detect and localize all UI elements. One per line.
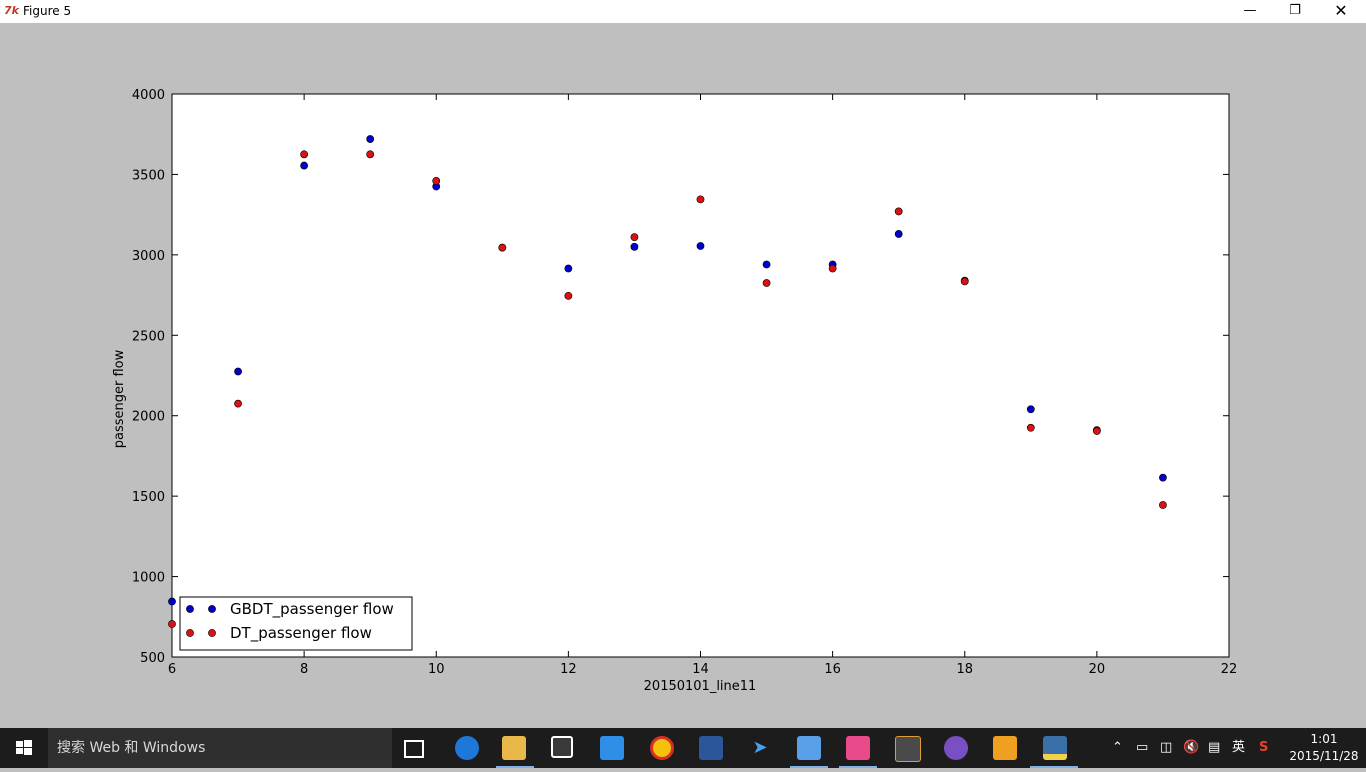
python-icon[interactable]	[1043, 736, 1067, 760]
plot-area	[171, 93, 1230, 658]
dt-point	[762, 279, 771, 287]
tk-feather-icon: 7k	[4, 4, 19, 17]
dt-point	[894, 207, 903, 216]
dt-point	[1159, 501, 1167, 509]
sublime-text-icon[interactable]	[895, 736, 921, 762]
dt-point	[828, 264, 837, 273]
store-icon[interactable]	[551, 736, 573, 758]
bird-app-icon[interactable]: ➤	[748, 736, 772, 760]
python-running-indicator	[1030, 766, 1078, 768]
clock-date: 2015/11/28	[1289, 749, 1359, 763]
x-tick-label: 14	[692, 662, 709, 677]
dt-point	[366, 150, 375, 159]
title-bar: 7k Figure 5 — ❐ ✕	[0, 0, 1366, 23]
gbdt-point	[168, 597, 176, 606]
x-axis: 6 8 10 12 14 16 18 20 22	[168, 94, 1237, 677]
battery-icon[interactable]: ▭	[1136, 740, 1149, 755]
gbdt-point	[630, 242, 639, 251]
x-tick-label: 16	[824, 662, 841, 677]
dt-point	[696, 195, 705, 204]
pdf-app-icon[interactable]	[846, 736, 870, 760]
x-tick-label: 22	[1221, 662, 1238, 677]
dt-point	[234, 399, 242, 408]
data-points	[168, 135, 1167, 628]
gbdt-point	[366, 135, 375, 143]
y-axis: 500 1000 1500 2000 2500 3000 3500 4000	[132, 88, 1229, 666]
dt-point	[564, 291, 573, 300]
gbdt-point	[696, 242, 705, 250]
dt-point	[630, 233, 639, 242]
dt-point	[1092, 427, 1101, 435]
window-title: Figure 5	[23, 4, 72, 18]
dt-point	[168, 620, 176, 628]
file-explorer-icon[interactable]	[502, 736, 526, 760]
network-icon[interactable]: ◫	[1160, 740, 1173, 755]
file-explorer-running-indicator	[496, 766, 534, 768]
legend-label-gbdt: GBDT_passenger flow	[230, 600, 394, 619]
pdf-app-running-indicator	[839, 766, 877, 768]
github-icon[interactable]	[944, 736, 968, 760]
y-tick-label: 1000	[132, 571, 165, 586]
gbdt-point	[1159, 473, 1167, 482]
task-view-icon[interactable]	[404, 740, 424, 758]
chevron-up-icon[interactable]: ⌃	[1112, 740, 1123, 755]
legend-label-dt: DT_passenger flow	[230, 624, 372, 643]
remote-app-icon[interactable]	[797, 736, 821, 760]
close-button[interactable]: ✕	[1334, 1, 1348, 20]
y-axis-label: passenger flow	[112, 349, 127, 448]
dt-point	[300, 150, 309, 159]
x-tick-label: 6	[168, 662, 176, 677]
y-tick-label: 3500	[132, 168, 165, 183]
y-tick-label: 4000	[132, 88, 165, 103]
edge-browser-icon[interactable]	[455, 736, 479, 760]
y-tick-label: 500	[140, 651, 165, 666]
windows-logo-icon	[16, 740, 32, 755]
sogou-icon[interactable]: S	[1259, 740, 1269, 755]
dt-point	[498, 243, 507, 252]
gbdt-point	[564, 264, 573, 273]
start-button[interactable]	[0, 728, 48, 768]
gbdt-point	[762, 260, 771, 269]
clock[interactable]: 1:01 2015/11/28	[1288, 731, 1360, 765]
legend-marker-dt	[186, 629, 194, 637]
legend-marker-dt	[208, 629, 216, 637]
remote-app-running-indicator	[790, 766, 828, 768]
gbdt-point	[1026, 405, 1035, 414]
x-tick-label: 10	[428, 662, 445, 677]
x-tick-label: 20	[1089, 662, 1106, 677]
legend: GBDT_passenger flow DT_passenger flow	[179, 596, 413, 651]
gbdt-point	[234, 367, 242, 376]
scatter-chart: 6 8 10 12 14 16 18 20 22 500 1000 1500 2000 2500 3000…	[112, 88, 1237, 694]
legend-marker-gbdt	[208, 605, 216, 613]
notification-icon[interactable]: ▤	[1208, 740, 1221, 755]
x-tick-label: 12	[560, 662, 577, 677]
legend-box	[179, 596, 413, 651]
restore-button[interactable]: ❐	[1289, 3, 1301, 18]
y-tick-label: 3000	[132, 249, 165, 264]
volume-muted-icon[interactable]: 🔇	[1183, 740, 1200, 755]
matlab-icon[interactable]	[993, 736, 1017, 760]
y-tick-label: 2500	[132, 329, 165, 344]
ime-indicator[interactable]: 英	[1232, 740, 1246, 755]
chrome-icon[interactable]	[650, 736, 674, 760]
clock-time: 1:01	[1310, 732, 1338, 746]
figure-canvas: 6 8 10 12 14 16 18 20 22 500 1000 1500 2000 2500 3000…	[0, 23, 1366, 728]
gbdt-point	[894, 230, 903, 238]
baidu-netdisk-icon[interactable]	[600, 736, 624, 760]
legend-marker-gbdt	[186, 605, 194, 613]
word-icon[interactable]	[699, 736, 723, 760]
search-box[interactable]: 搜索 Web 和 Windows	[48, 728, 392, 768]
gbdt-point	[300, 161, 309, 170]
dt-point	[1026, 423, 1035, 432]
dt-point	[432, 176, 441, 185]
y-tick-label: 1500	[132, 490, 165, 505]
x-tick-label: 8	[300, 662, 308, 677]
dt-point	[960, 277, 969, 286]
taskbar: 搜索 Web 和 Windows ➤ ⌃ ▭ ◫ 🔇 ▤ 英 S 1:01 20…	[0, 728, 1366, 768]
y-tick-label: 2000	[132, 410, 165, 425]
x-axis-label: 20150101_line11	[644, 679, 757, 694]
x-tick-label: 18	[956, 662, 973, 677]
minimize-button[interactable]: —	[1243, 3, 1257, 18]
